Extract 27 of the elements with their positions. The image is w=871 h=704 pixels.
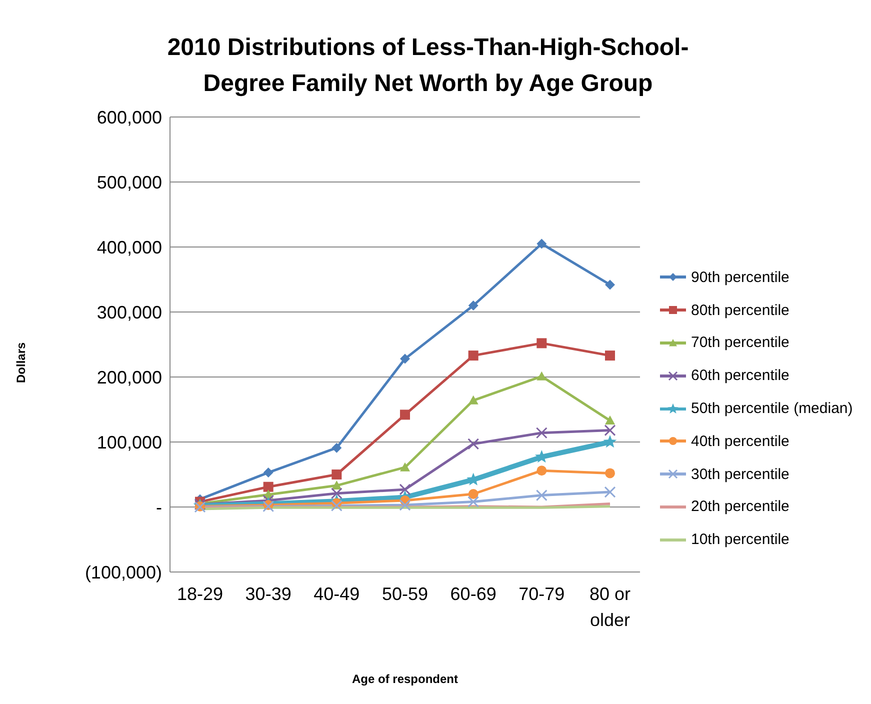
y-axis-title: Dollars [14,342,28,383]
x-tick-label: 80 or older [589,584,631,630]
legend-label: 10th percentile [691,531,790,548]
x-tick-label: 50-59 [382,584,428,604]
y-tick-label: 600,000 [96,107,162,128]
legend-label: 80th percentile [691,302,790,319]
x-tick-label: 18-29 [176,584,224,604]
y-tick-label: 200,000 [96,367,162,388]
y-tick-label: 100,000 [96,432,162,452]
y-tick-label: 300,000 [96,302,162,322]
y-tick-label: (100,000) [84,562,162,582]
legend-label: 90th percentile [691,268,790,286]
legend-label: 40th percentile [691,432,790,450]
x-tick-label: 70-79 [518,584,565,604]
y-tick-label: 500,000 [96,172,162,192]
legend-label: 30th percentile [691,466,790,483]
legend-label: 20th percentile [691,498,790,516]
y-tick-label: 400,000 [96,237,162,258]
x-tick-label: 40-49 [314,584,360,604]
y-tick-label: - [156,497,162,518]
legend-label: 60th percentile [691,367,790,384]
x-axis-title: Age of respondent [350,672,459,686]
legend-label: 70th percentile [691,334,790,352]
x-tick-label: 60-69 [450,584,496,604]
chart-title: 2010 Distributions of Less-Than-High-School-Degree Family Net Worth by Age Group [166,33,690,99]
x-tick-label: 30-39 [245,584,292,604]
legend-label: 50th percentile (median) [691,400,853,418]
